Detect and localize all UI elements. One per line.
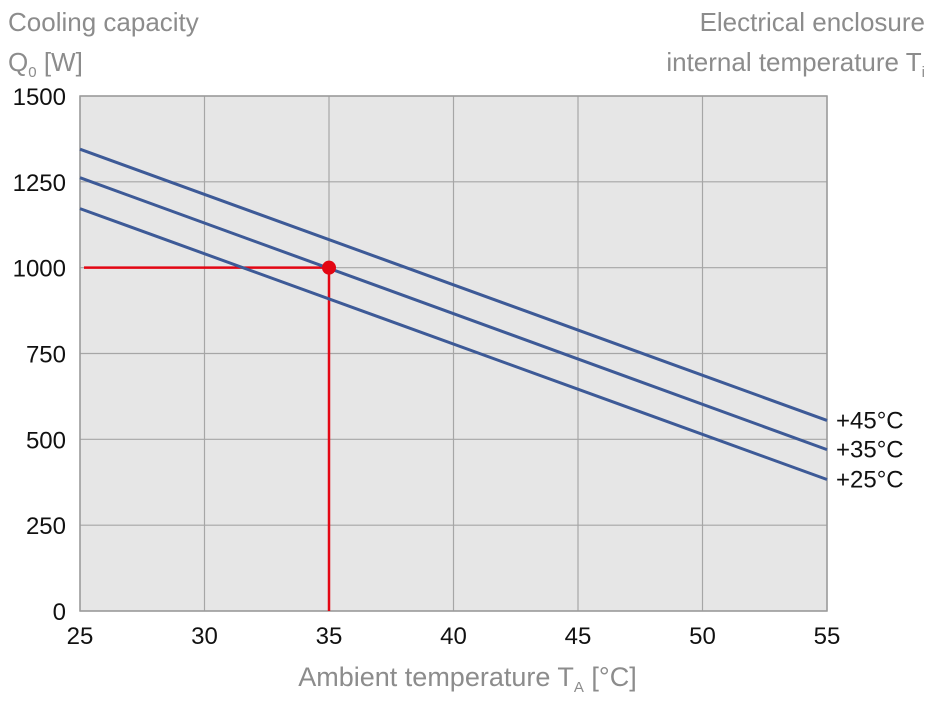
series-line-3 bbox=[79, 207, 828, 481]
y-axis-symbol: Q bbox=[8, 47, 29, 77]
y-tick-label-1000: 1000 bbox=[13, 256, 66, 283]
y-axis-symbol-sub: 0 bbox=[28, 64, 37, 81]
x-tick-label-35: 35 bbox=[316, 623, 343, 650]
series-label-3: +25°C bbox=[836, 467, 904, 494]
x-tick-label-30: 30 bbox=[191, 623, 218, 650]
y-tick-label-1500: 1500 bbox=[13, 84, 66, 111]
x-tick-label-45: 45 bbox=[565, 623, 592, 650]
series-label-1: +45°C bbox=[836, 407, 904, 434]
y-axis-title-line2: Q0 [W] bbox=[8, 42, 199, 93]
series-line-1 bbox=[79, 147, 828, 422]
x-tick-label-40: 40 bbox=[440, 623, 467, 650]
y-axis-title: Cooling capacity Q0 [W] bbox=[8, 2, 199, 93]
series-label-2: +35°C bbox=[836, 437, 904, 464]
y-tick-label-1250: 1250 bbox=[13, 170, 66, 197]
y-tick-label-750: 750 bbox=[26, 342, 66, 369]
x-tick-label-55: 55 bbox=[814, 623, 841, 650]
x-tick-label-50: 50 bbox=[689, 623, 716, 650]
series-line-2 bbox=[79, 176, 828, 452]
x-axis-title-text: Ambient temperature T bbox=[298, 662, 574, 692]
plot-frame bbox=[79, 95, 828, 612]
legend-title-text: internal temperature T bbox=[666, 47, 922, 77]
y-tick-label-500: 500 bbox=[26, 427, 66, 454]
legend-title-sub: i bbox=[921, 64, 925, 81]
annotation-point bbox=[322, 260, 336, 275]
y-axis-unit: [W] bbox=[43, 47, 83, 77]
y-tick-label-250: 250 bbox=[26, 513, 66, 540]
legend-title-line1: Electrical enclosure bbox=[699, 7, 925, 37]
x-axis-title: Ambient temperature TA [°C] bbox=[0, 662, 935, 696]
legend-title: Electrical enclosure internal temperatur… bbox=[666, 2, 925, 93]
x-axis-title-sub: A bbox=[573, 679, 584, 696]
x-tick-label-25: 25 bbox=[67, 623, 94, 650]
y-axis-title-line1: Cooling capacity bbox=[8, 7, 199, 37]
x-axis-unit: [°C] bbox=[591, 662, 637, 692]
y-tick-label-0: 0 bbox=[53, 599, 66, 626]
legend-title-line2: internal temperature Ti bbox=[666, 42, 925, 93]
